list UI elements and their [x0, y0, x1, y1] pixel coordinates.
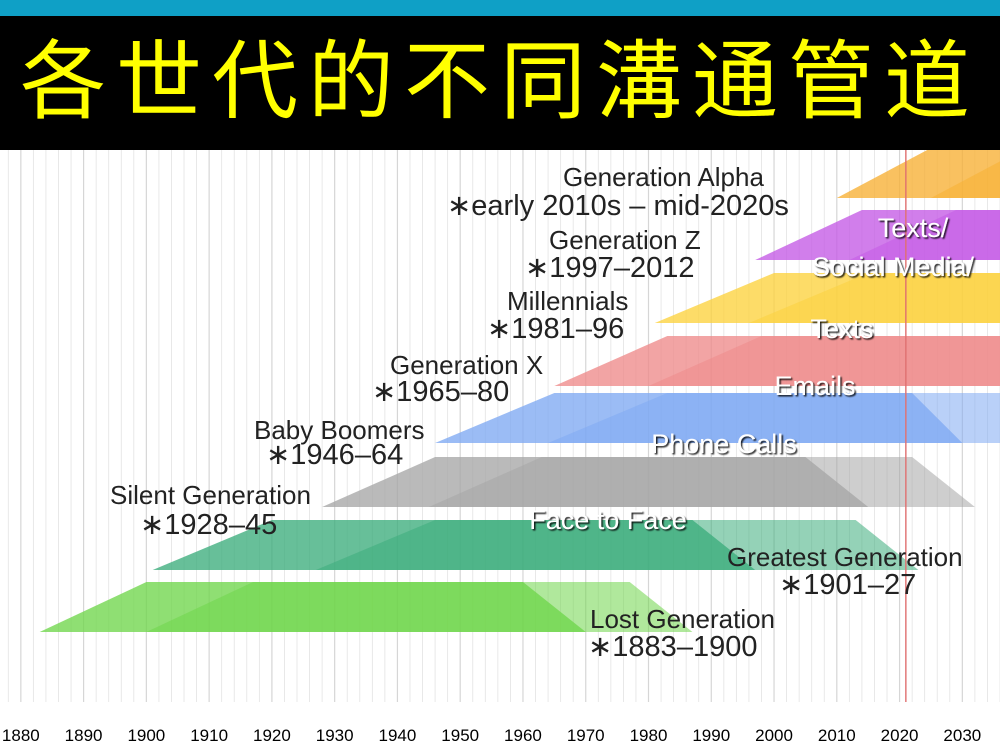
channel-label: Texts/ [878, 213, 949, 243]
generation-band-overlap [849, 210, 1000, 260]
x-tick-label: 2030 [943, 726, 981, 745]
x-tick-label: 1910 [190, 726, 228, 745]
generation-name-label: Greatest Generation [727, 542, 963, 572]
x-tick-label: 1890 [65, 726, 103, 745]
generation-band-overlap [648, 336, 1000, 386]
slide-title: 各世代的不同溝通管道 [20, 32, 980, 132]
top-accent-bar [0, 0, 1000, 16]
generation-name-label: Generation X [390, 350, 543, 380]
generation-years-label: ∗1965–80 [372, 376, 509, 408]
generation-band-overlap [548, 393, 1000, 443]
generation-band-overlap [930, 161, 1000, 198]
channel-label: Face to Face [529, 505, 687, 535]
title-banner [0, 16, 1000, 150]
x-tick-label: 1960 [504, 726, 542, 745]
x-tick-label: 2000 [755, 726, 793, 745]
generation-band-overlap [146, 582, 693, 632]
x-tick-label: 1980 [630, 726, 668, 745]
x-tick-label: 1970 [567, 726, 605, 745]
generation-band-overlap [748, 273, 1000, 323]
generations-chart: Lost Generation∗1883–1900 Greatest Genera… [2, 150, 1000, 745]
generation-years-label: ∗1928–45 [140, 509, 277, 541]
x-tick-label: 1900 [127, 726, 165, 745]
x-tick-label: 2020 [881, 726, 919, 745]
x-tick-label: 2010 [818, 726, 856, 745]
x-tick-label: 1880 [2, 726, 40, 745]
generation-name-label: Millennials [507, 286, 628, 316]
channel-label: Texts [810, 314, 873, 344]
generation-name-label: Silent Generation [110, 480, 311, 510]
channel-label: Phone Calls [651, 429, 797, 459]
generation-name-label: Generation Alpha [563, 162, 764, 192]
generation-years-label: ∗1997–2012 [525, 252, 694, 284]
x-tick-label: 1940 [379, 726, 417, 745]
generation-years-label: ∗1981–96 [487, 313, 624, 345]
x-tick-label: 1920 [253, 726, 291, 745]
x-tick-label: 1930 [316, 726, 354, 745]
generation-years-label: ∗early 2010s – mid-2020s [447, 190, 789, 222]
x-tick-label: 1990 [692, 726, 730, 745]
generation-name-label: Lost Generation [590, 604, 775, 634]
generation-years-label: ∗1901–27 [779, 569, 916, 601]
generation-years-label: ∗1946–64 [266, 439, 403, 471]
generation-name-label: Baby Boomers [254, 415, 425, 445]
channel-label: Emails [774, 371, 855, 401]
generation-band-overlap [315, 520, 919, 570]
channel-label: Social Media/ [812, 252, 975, 282]
generation-years-label: ∗1883–1900 [588, 631, 757, 663]
generation-name-label: Generation Z [549, 225, 701, 255]
x-tick-label: 1950 [441, 726, 479, 745]
generation-band-overlap [428, 457, 975, 507]
